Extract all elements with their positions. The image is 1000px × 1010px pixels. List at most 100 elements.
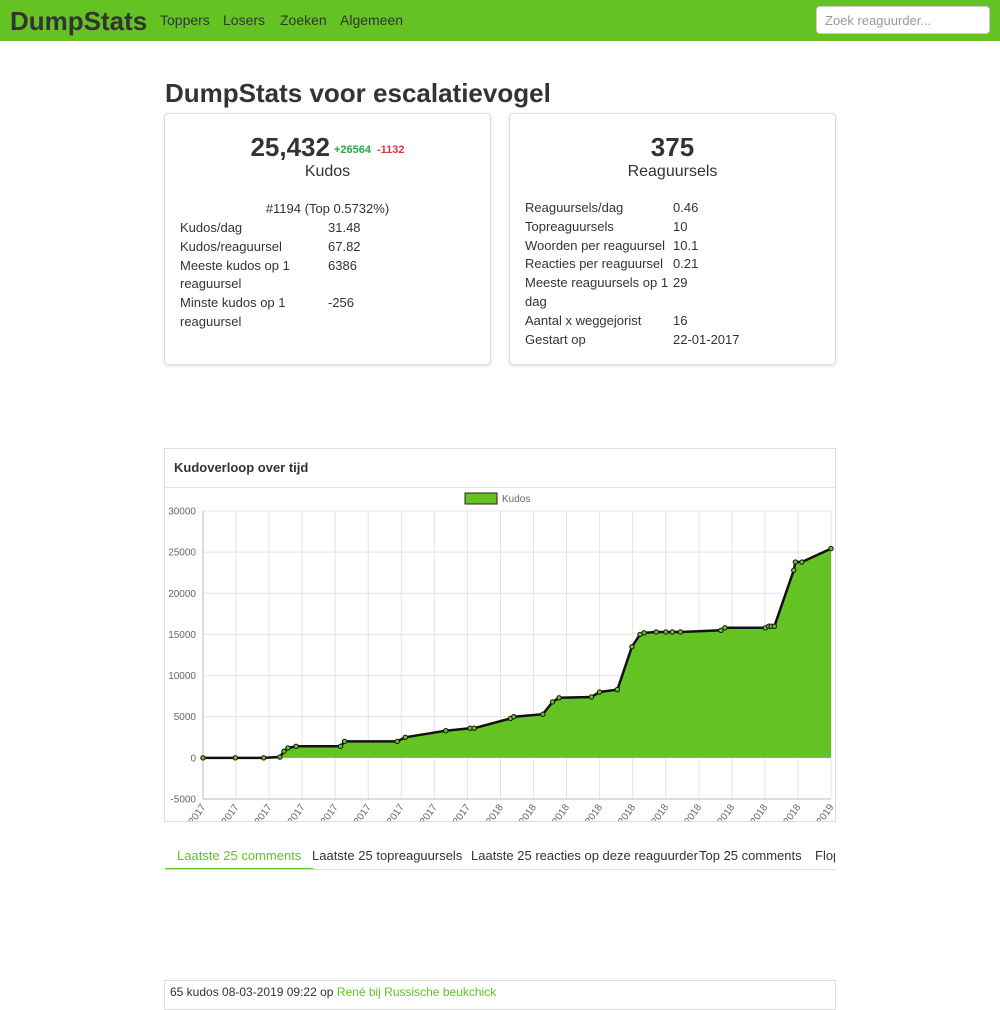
- kudos-point: [285, 745, 291, 751]
- y-tick-label: 10000: [168, 671, 196, 682]
- comment-link[interactable]: René bij Russische beukchick: [336, 985, 497, 999]
- search-input[interactable]: [816, 6, 990, 34]
- x-tick-label: 12-09-2017: [368, 802, 407, 821]
- stat-value: 6386: [328, 257, 357, 273]
- x-tick-label: 09-04-2017: [236, 802, 275, 821]
- x-tick-label: 18-05-2017: [269, 802, 308, 821]
- x-tick-label: 15-02-2018: [501, 802, 540, 821]
- kudos-point: [641, 630, 647, 636]
- stat-value: 16: [673, 312, 688, 328]
- y-tick-label: 0: [190, 753, 196, 764]
- x-tick-label: 21-07-2018: [633, 802, 672, 821]
- stat-label: Kudos/reaguursel: [180, 238, 282, 254]
- tab-laatste-comments[interactable]: Laatste 25 comments: [165, 838, 314, 869]
- stat-label: Gestart op: [525, 331, 586, 347]
- kudos-rank: #1194 (Top 0.5732%): [265, 201, 390, 216]
- stat-row: Woorden per reaguursel 10.1: [525, 237, 740, 256]
- kudos-point: [771, 623, 778, 629]
- x-tick-label: 21-10-2017: [401, 802, 440, 821]
- brand-logo[interactable]: DumpStats: [10, 6, 148, 36]
- kudos-point: [828, 545, 834, 552]
- x-tick-label: 29-08-2018: [666, 802, 705, 821]
- kudos-point: [337, 743, 344, 750]
- stat-value: 10.1: [673, 237, 699, 253]
- tab-top-comments[interactable]: Top 25 comments: [699, 848, 802, 863]
- kudos-point: [341, 738, 348, 745]
- kudos-plus: +26564: [333, 144, 371, 156]
- tab-flop-comments[interactable]: Flop 25 comments: [815, 848, 835, 863]
- kudos-point: [588, 694, 595, 700]
- stat-label: Kudos/dag: [180, 220, 243, 235]
- kudos-point: [653, 629, 659, 635]
- stat-value: 0.21: [673, 256, 699, 272]
- stat-label: Woorden per reaguursel: [525, 237, 665, 253]
- kudos-point: [277, 754, 283, 760]
- y-tick-label: 5000: [174, 712, 197, 723]
- kudos-point: [402, 734, 409, 740]
- x-tick-label: 26-03-2018: [534, 802, 573, 821]
- stat-value: 10: [673, 218, 688, 234]
- nav-link-losers[interactable]: Losers: [223, 12, 266, 28]
- stat-row: Reaguursels/dag 0.46: [525, 199, 740, 218]
- stat-label: Aantal x weggejorist: [525, 312, 642, 328]
- kudos-point: [799, 559, 805, 565]
- kudos-card: 25,432 +26564 -1132 Kudos #1194 (Top 0.573…: [164, 113, 491, 365]
- x-tick-label: 08-03-2019: [798, 802, 835, 821]
- stat-value: 29: [673, 275, 688, 291]
- kudos-area: [203, 548, 831, 758]
- nav-link-zoeken[interactable]: Zoeken: [280, 12, 327, 28]
- stat-value: 0.46: [673, 200, 699, 215]
- tab-laatste-reacties[interactable]: Laatste 25 reacties op deze reaguurder: [471, 848, 698, 863]
- kudos-point: [614, 686, 621, 693]
- nav-link-algemeen[interactable]: Algemeen: [340, 12, 404, 28]
- stat-label: Minste kudos op 1 reaguursel: [180, 295, 286, 329]
- kudos-point: [629, 644, 635, 650]
- kudos-point: [232, 755, 239, 761]
- kudos-label: Kudos: [304, 163, 351, 180]
- stat-label: Reacties per reaguursel: [525, 256, 664, 272]
- kudos-point: [471, 725, 477, 731]
- stat-value: 22-01-2017: [673, 331, 740, 347]
- kudos-point: [791, 567, 797, 573]
- reaguursels-value: 375: [650, 132, 695, 162]
- kudos-point: [200, 755, 206, 761]
- x-tick-label: 07-01-2018: [468, 802, 507, 821]
- stat-label: Meeste reaguursels op 1 dag: [525, 275, 669, 309]
- comment-tabs: Laatste 25 comments Laatste 25 topreaguu…: [165, 838, 835, 870]
- reaguursels-card: 375 Reaguursels Reaguursels/dag 0.46 Topr…: [509, 113, 836, 365]
- x-tick-label: 01-03-2017: [203, 802, 242, 821]
- kudos-point: [540, 711, 546, 717]
- stat-row: Aantal x weggejorist 16: [525, 312, 740, 331]
- stat-row: Kudos/dag 31.48: [180, 219, 361, 238]
- legend-label: Kudos: [502, 494, 530, 505]
- kudos-point: [394, 738, 400, 745]
- stat-row: Meeste kudos op 1 reaguursel 6386: [180, 257, 361, 295]
- x-tick-label: 04-08-2017: [335, 802, 374, 821]
- reaguursels-stats-table: Reaguursels/dag 0.46 Topreaguursels 10 Woo…: [525, 199, 740, 349]
- x-tick-label: 04-05-2018: [567, 802, 606, 821]
- navbar: DumpStats Toppers Losers Zoeken Algemeen: [0, 0, 1000, 41]
- kudos-point: [556, 695, 562, 701]
- kudos-point: [293, 743, 299, 750]
- kudos-point: [443, 728, 449, 734]
- kudos-value: 25,432: [250, 132, 330, 162]
- nav-link-toppers[interactable]: Toppers: [160, 12, 210, 28]
- stat-row: Gestart op 22-01-2017: [525, 331, 740, 350]
- kudos-point: [549, 699, 556, 705]
- stat-row: Kudos/reaguursel 67.82: [180, 238, 361, 257]
- kudos-chart-card: Kudoverloop over tijd 30000 25000 20000 150…: [164, 448, 837, 851]
- stat-value: 67.82: [328, 238, 361, 254]
- stat-value: 31.48: [328, 220, 361, 235]
- stat-row: Meeste reaguursels op 1 dag 29: [525, 274, 740, 312]
- stat-row: Reacties per reaguursel 0.21: [525, 255, 740, 274]
- tab-laatste-topreaguursels[interactable]: Laatste 25 topreaguursels: [312, 848, 463, 863]
- y-tick-label: 15000: [168, 630, 196, 641]
- kudos-minus: -1132: [377, 144, 405, 156]
- page-title: DumpStats voor escalatievogel: [165, 78, 551, 108]
- stat-label: Reaguursels/dag: [525, 200, 624, 215]
- comment-item: 65 kudos 08-03-2019 09:22 op René bij Ru…: [164, 980, 836, 1010]
- stat-row: Minste kudos op 1 reaguursel -256: [180, 294, 361, 332]
- kudos-point: [511, 714, 517, 720]
- x-tick-label: 29-11-2017: [435, 802, 473, 821]
- kudos-point: [663, 629, 669, 635]
